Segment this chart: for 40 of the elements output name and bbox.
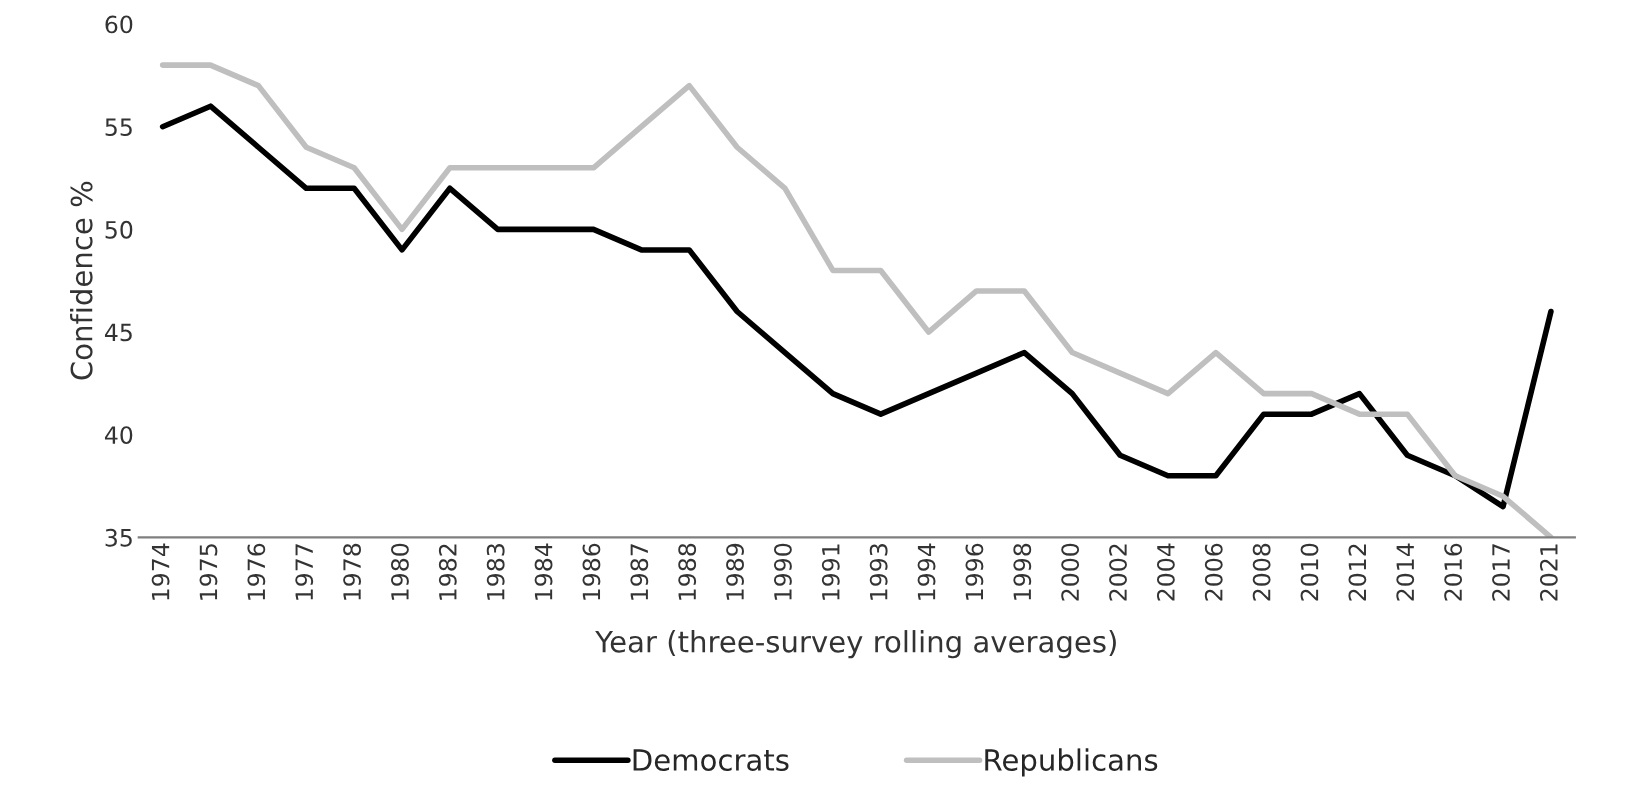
x-tick-label: 1977 [295,544,314,600]
y-tick-label: 45 [104,323,132,342]
x-tick-label: 2016 [1444,543,1463,601]
x-tick-label: 1982 [438,544,457,600]
x-tick-label: 1976 [247,543,266,600]
x-tick-label: 2002 [1109,544,1127,601]
x-tick-label: 1990 [773,543,792,600]
x-tick-label: 1996 [965,543,984,600]
x-tick-label: 1974 [151,543,170,600]
y-tick-label: 50 [105,220,133,239]
x-tick-label: 2004 [1156,543,1175,601]
x-tick-label: 1984 [534,543,553,600]
x-tick-label: 2006 [1204,543,1223,601]
x-tick-label: 1986 [582,543,601,600]
y-tick-label: 35 [105,528,132,547]
legend-label: Democrats [633,749,789,771]
x-tick-label: 2021 [1539,544,1558,601]
x-axis-title: Year (three-survey rolling averages) [595,630,1116,659]
y-axis-title: Confidence % [70,181,93,380]
x-tick-label: 1994 [917,543,936,600]
x-tick-label: 1980 [391,543,409,600]
x-tick-label: 2008 [1252,543,1271,601]
y-tick-label: 55 [105,118,132,137]
x-tick-label: 1987 [630,544,649,600]
x-tick-label: 2010 [1300,543,1319,601]
x-tick-label: 2000 [1061,543,1080,601]
x-tick-label: 1998 [1013,543,1032,600]
x-tick-label: 2017 [1492,544,1510,601]
x-tick-label: 1988 [678,543,697,600]
x-tick-label: 2012 [1348,544,1367,601]
x-tick-label: 1993 [869,544,888,600]
x-tick-label: 1975 [199,544,218,600]
x-tick-label: 1983 [486,544,505,600]
y-tick-label: 60 [105,15,133,34]
y-tick-label: 40 [104,426,133,444]
x-tick-label: 1989 [726,543,744,600]
x-tick-label: 1991 [821,544,840,600]
x-tick-label: 2014 [1396,543,1415,601]
legend-label: Republicans [985,748,1158,777]
x-tick-label: 1978 [343,543,361,600]
